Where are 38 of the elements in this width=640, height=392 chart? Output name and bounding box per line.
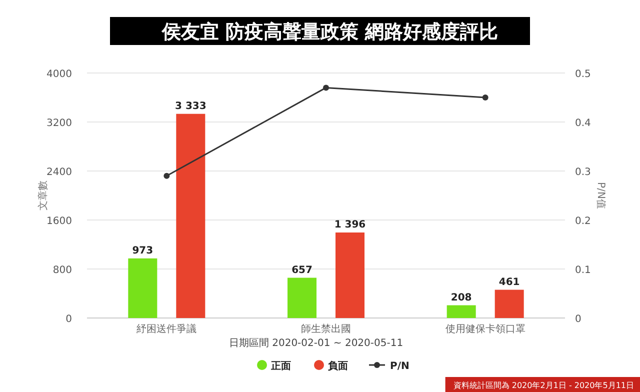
text: 資料統計區間為 2020年2月1日 - 2020年5月11日 xyxy=(453,381,634,390)
y2-axis-title: P/N值 xyxy=(595,182,606,209)
bar xyxy=(336,232,364,318)
data-label: 973 xyxy=(132,245,154,256)
y2-tick-label: 0.2 xyxy=(575,216,591,227)
chart-title: 侯友宜 防疫高聲量政策 網路好感度評比 xyxy=(160,21,498,43)
y2-tick-label: 0.5 xyxy=(575,69,591,80)
legend-label: P/N xyxy=(390,361,410,372)
data-label: 208 xyxy=(450,292,472,304)
y2-tick-label: 0.3 xyxy=(575,167,591,178)
y2-tick-label: 0.1 xyxy=(575,265,591,276)
y-tick-label: 1600 xyxy=(46,216,72,227)
y-tick-label: 3200 xyxy=(46,118,72,129)
y-tick-label: 2400 xyxy=(46,167,72,178)
data-label: 657 xyxy=(292,264,312,276)
point xyxy=(164,172,170,179)
bar xyxy=(176,114,206,318)
bar xyxy=(288,278,316,318)
bar xyxy=(446,305,476,318)
y-tick-label: 4000 xyxy=(46,69,72,80)
y2-tick-label: 0.4 xyxy=(575,118,591,129)
data-label: 1 396 xyxy=(334,219,366,230)
y-tick-label: 0 xyxy=(66,314,72,325)
y2-tick-label: 0 xyxy=(575,314,582,325)
bar xyxy=(128,258,158,318)
y-axis-title: 文章數 xyxy=(37,180,49,210)
legend-label: 負面 xyxy=(328,360,348,372)
data-label: 3 333 xyxy=(175,100,206,112)
x-axis-title: 日期區間 2020-02-01 ~ 2020-05-11 xyxy=(228,337,404,349)
bar xyxy=(494,290,524,318)
point xyxy=(323,84,329,91)
legend-label: 正面 xyxy=(270,361,291,372)
data-label: 461 xyxy=(498,276,520,288)
y-tick-label: 800 xyxy=(52,265,72,276)
x-tick-label: 紓困送件爭議 xyxy=(136,323,197,335)
point xyxy=(482,94,488,100)
x-tick-label: 使用健保卡領口罩 xyxy=(445,323,526,335)
x-tick-label: 師生禁出國 xyxy=(301,323,351,335)
